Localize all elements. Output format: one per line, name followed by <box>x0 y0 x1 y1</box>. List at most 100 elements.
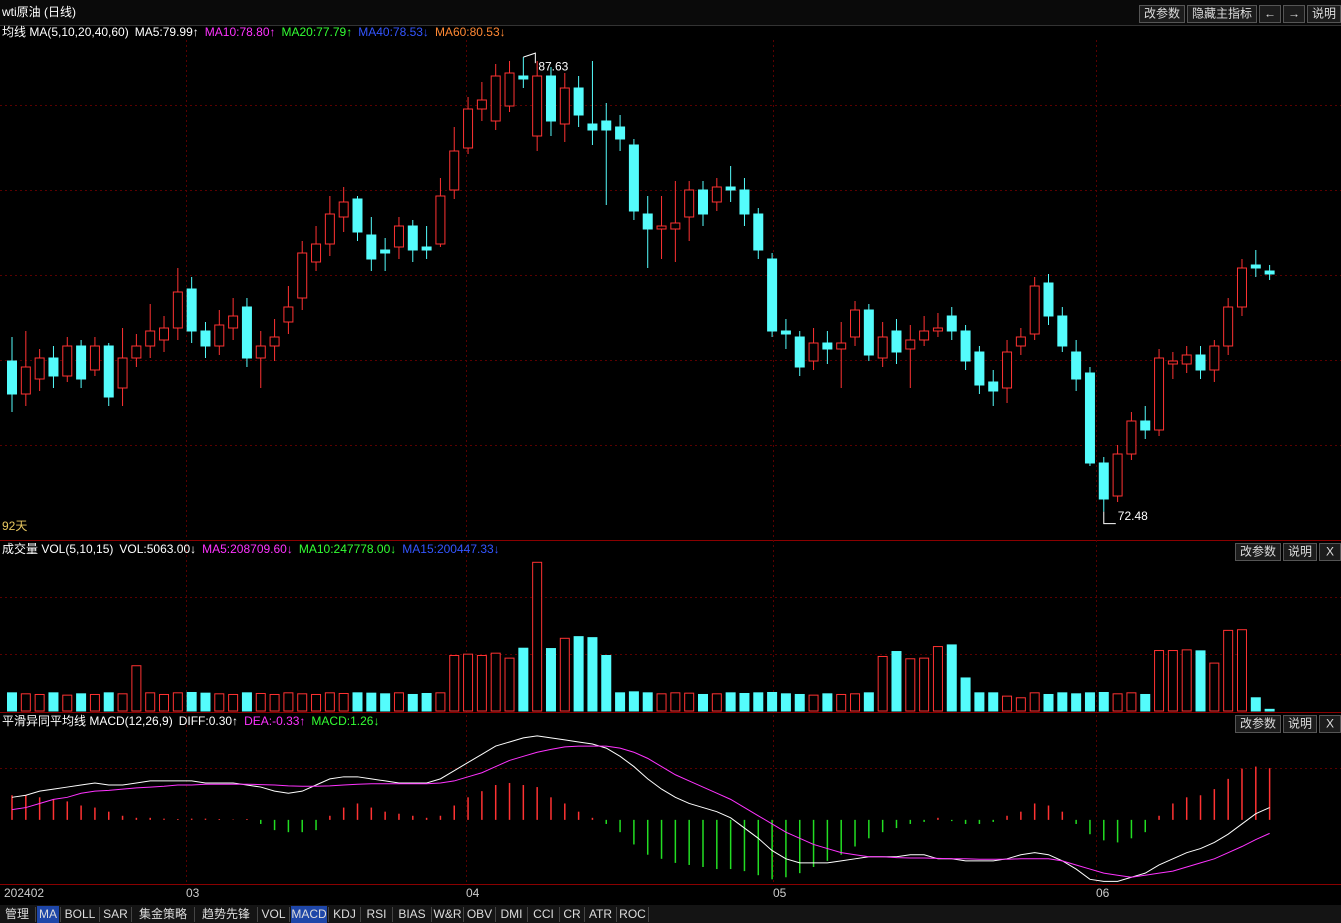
volume-bar <box>214 693 225 712</box>
candle-body <box>587 123 598 131</box>
button[interactable]: 隐藏主指标 <box>1192 6 1252 21</box>
button-bg[interactable] <box>1235 715 1281 733</box>
candle-body <box>1236 267 1247 308</box>
button[interactable]: 说明 <box>1288 544 1312 559</box>
candle-body <box>7 360 17 395</box>
volume-bar <box>159 693 170 712</box>
tab[interactable]: DMI <box>501 907 523 921</box>
volume-bar <box>532 561 543 712</box>
volume-bar <box>407 693 418 712</box>
candle-body <box>780 330 791 335</box>
candle-body <box>463 108 474 149</box>
candle-body <box>504 72 515 107</box>
indicator-legend: MA60:80.53↓ <box>435 25 506 39</box>
candle-body <box>684 189 695 218</box>
tab[interactable]: 趋势先锋 <box>202 907 250 921</box>
volume-bar <box>1236 629 1247 712</box>
candle-body <box>988 381 999 392</box>
candle-body <box>670 222 681 230</box>
volume-bar <box>34 693 45 712</box>
button[interactable]: ← <box>1264 7 1276 21</box>
tab-active-bg[interactable] <box>37 906 59 923</box>
x-axis-label: 202402 <box>4 886 44 900</box>
candle-body <box>518 75 529 80</box>
tab[interactable]: 集金策略 <box>139 906 187 921</box>
volume-bar <box>186 691 197 712</box>
tab-active-bg[interactable] <box>291 906 327 923</box>
volume-bar <box>7 692 17 712</box>
indicator-legend: DEA:-0.33↑ <box>244 714 305 728</box>
candle-body <box>228 315 239 329</box>
volume-bar <box>1112 693 1123 712</box>
tab-bar <box>0 905 1341 923</box>
candle-body <box>905 339 916 350</box>
volume-bar <box>324 692 335 712</box>
volume-bar <box>670 692 681 712</box>
candle-body <box>960 330 971 362</box>
button[interactable]: → <box>1288 7 1300 21</box>
candle-body <box>877 336 888 359</box>
button-bg[interactable] <box>1259 5 1281 23</box>
button-bg[interactable] <box>1187 5 1257 23</box>
volume-bar <box>1140 693 1151 712</box>
candle-body <box>145 330 156 347</box>
tab[interactable]: ATR <box>589 907 612 921</box>
candle-body <box>822 342 833 350</box>
volume-bar <box>1264 708 1275 712</box>
tab[interactable]: W&R <box>434 907 462 921</box>
tab[interactable]: KDJ <box>333 907 356 921</box>
tab[interactable]: ROC <box>619 907 646 921</box>
tab[interactable]: CR <box>563 907 581 921</box>
button[interactable]: 改参数 <box>1144 6 1180 21</box>
volume-bar <box>103 692 114 712</box>
volume-bar <box>601 654 612 712</box>
tab[interactable]: BOLL <box>65 907 96 921</box>
button-bg[interactable] <box>1283 715 1317 733</box>
candle-body <box>393 225 404 248</box>
volume-bar <box>1057 692 1068 712</box>
candle-body <box>1015 336 1026 347</box>
candle-body <box>974 351 985 386</box>
tab[interactable]: MA <box>39 907 57 921</box>
button[interactable]: 说明 <box>1312 6 1336 21</box>
button[interactable]: 改参数 <box>1240 544 1276 559</box>
tab[interactable]: SAR <box>103 907 128 921</box>
candle-body <box>836 342 847 350</box>
button[interactable]: 说明 <box>1288 716 1312 731</box>
tab[interactable]: BIAS <box>398 907 425 921</box>
tab[interactable]: RSI <box>366 907 386 921</box>
button-bg[interactable] <box>1235 543 1281 561</box>
candle-body <box>20 366 31 395</box>
volume-bar <box>1002 695 1013 712</box>
title-bar <box>0 0 1341 25</box>
candle-body <box>1043 282 1054 317</box>
volume-bar <box>1071 693 1082 712</box>
candle-body <box>421 246 432 251</box>
tab[interactable]: OBV <box>467 907 492 921</box>
indicator-legend: MA15:200447.33↓ <box>402 542 499 556</box>
button[interactable]: X <box>1326 545 1334 559</box>
volume-bar <box>228 693 239 712</box>
volume-bar <box>753 692 764 712</box>
button[interactable]: X <box>1326 717 1334 731</box>
button-bg[interactable] <box>1283 543 1317 561</box>
volume-bar <box>20 693 31 712</box>
tab[interactable]: CCI <box>533 907 554 921</box>
button-bg[interactable] <box>1139 5 1185 23</box>
volume-bar <box>711 693 722 712</box>
indicator-legend: MA5:208709.60↓ <box>202 542 293 556</box>
volume-bar <box>380 693 391 712</box>
volume-bar <box>836 693 847 712</box>
candle-body <box>698 189 708 215</box>
tab[interactable]: 管理 <box>5 906 29 921</box>
candle-body <box>1264 270 1275 275</box>
tab[interactable]: VOL <box>261 907 285 921</box>
button-bg[interactable] <box>1283 5 1305 23</box>
tab[interactable]: MACD <box>291 907 327 921</box>
x-axis-label: 04 <box>466 886 480 900</box>
volume-bar <box>1029 692 1040 712</box>
button[interactable]: 改参数 <box>1240 716 1276 731</box>
volume-bar <box>1015 697 1026 712</box>
candle-body <box>601 120 612 131</box>
